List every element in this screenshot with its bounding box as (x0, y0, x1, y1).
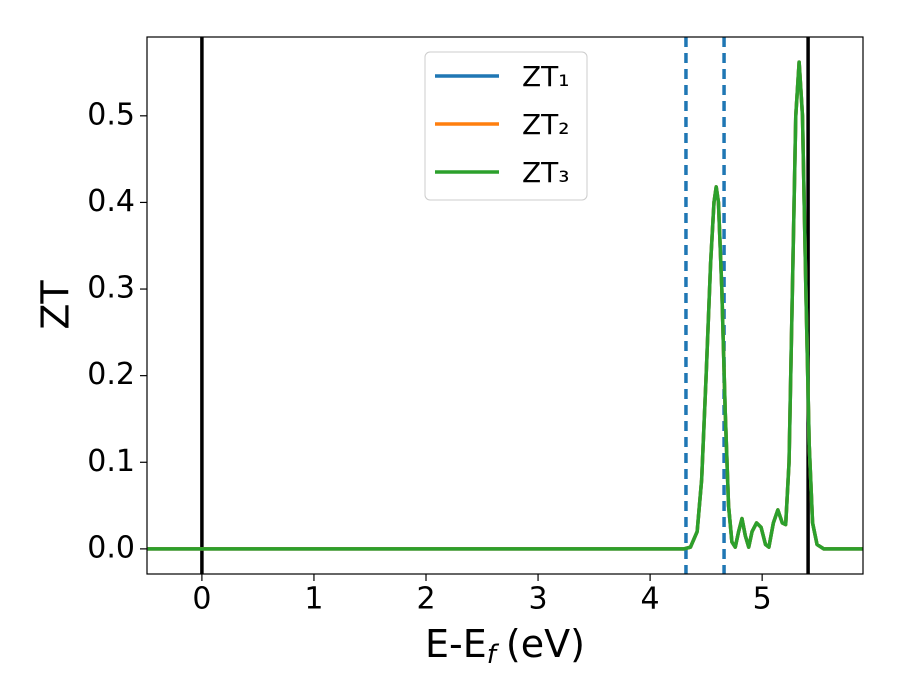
legend-label: ZT₁ (522, 60, 570, 93)
legend-label: ZT₃ (522, 156, 570, 189)
y-tick-label: 0.2 (87, 357, 135, 392)
y-tick-label: 0.1 (87, 444, 135, 479)
x-tick-label: 2 (416, 582, 435, 617)
y-tick-label: 0.4 (87, 184, 135, 219)
x-tick-label: 5 (753, 582, 772, 617)
legend-label: ZT₂ (522, 108, 570, 141)
x-label-subscript: f (487, 640, 500, 670)
x-label-main: E-E (425, 622, 487, 666)
y-tick-label: 0.3 (87, 271, 135, 306)
x-tick-label: 0 (192, 582, 211, 617)
x-tick-label: 1 (304, 582, 323, 617)
x-tick-label: 3 (529, 582, 548, 617)
legend-box (424, 51, 588, 201)
x-axis-label: E-Ef (eV) (425, 622, 585, 670)
y-tick-label: 0.5 (87, 97, 135, 132)
plot-frame (146, 36, 864, 575)
y-axis-label: ZT (34, 280, 78, 330)
x-label-rest: (eV) (506, 622, 585, 666)
y-tick-label: 0.0 (87, 530, 135, 565)
series-line (147, 60, 863, 551)
x-tick-label: 4 (641, 582, 660, 617)
